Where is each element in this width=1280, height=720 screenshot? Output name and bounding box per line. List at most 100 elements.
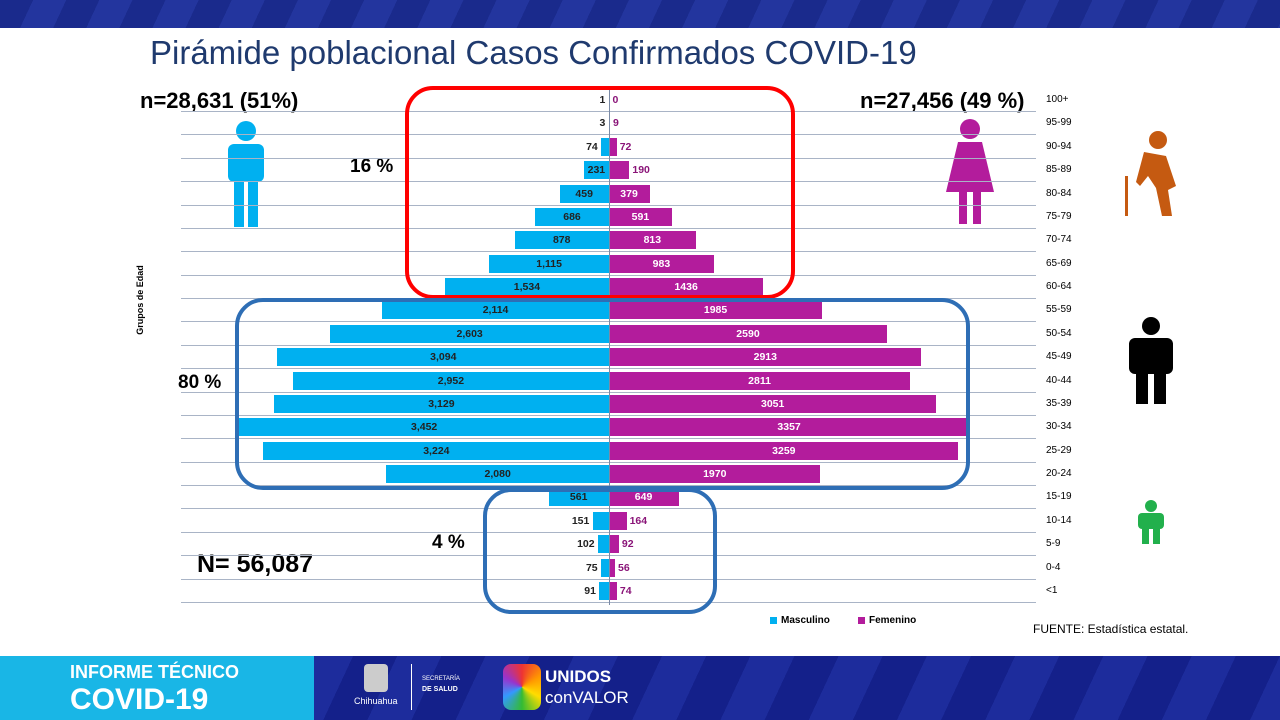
gridline <box>181 368 1036 370</box>
footer-banner: INFORME TÉCNICO COVID-19 Chihuahua SECRE… <box>0 656 1280 720</box>
grand-total: N= 56,087 <box>197 550 314 578</box>
dept-line1: SECRETARÍA <box>422 676 460 682</box>
gridline <box>181 134 1036 136</box>
divider <box>411 664 412 710</box>
bar-male <box>584 161 609 180</box>
bar-female <box>609 137 617 156</box>
pct-old: 16 % <box>350 156 394 177</box>
bar-female <box>609 394 937 413</box>
bar-male <box>535 207 609 226</box>
age-tick-label: 25-29 <box>1046 444 1072 456</box>
gridline <box>181 251 1036 253</box>
bar-male <box>559 184 609 203</box>
y-axis-label: Grupos de Edad <box>135 265 145 335</box>
data-label-female: 56 <box>618 561 630 574</box>
slogan-line2: conVALOR <box>545 688 629 707</box>
gridline <box>181 391 1036 393</box>
data-label-female: 2590 <box>736 327 760 340</box>
report-badge: INFORME TÉCNICO COVID-19 <box>0 656 314 720</box>
age-tick-label: 5-9 <box>1046 538 1061 550</box>
data-label-male: 686 <box>563 210 581 223</box>
bar-male <box>514 231 609 250</box>
bar-female <box>609 278 763 297</box>
bar-female <box>609 535 619 554</box>
age-tick-label: 20-24 <box>1046 468 1072 480</box>
data-label-female: 0 <box>612 94 619 106</box>
age-tick-label: 35-39 <box>1046 397 1072 409</box>
female-person-icon <box>946 119 994 224</box>
gridline <box>181 157 1036 159</box>
bar-female <box>609 511 627 530</box>
data-label-female: 92 <box>621 538 634 551</box>
legend-label-female: Femenino <box>869 615 917 626</box>
data-label-female: 1436 <box>674 281 698 294</box>
age-tick-label: 90-94 <box>1046 140 1072 152</box>
age-tick-label: 10-14 <box>1046 514 1072 526</box>
data-label-male: 3,129 <box>428 397 455 410</box>
gridline <box>181 111 1036 112</box>
data-label-female: 983 <box>652 257 671 270</box>
bar-female <box>609 488 679 507</box>
data-label-female: 3259 <box>772 444 796 457</box>
bar-male <box>600 558 609 577</box>
legend-swatch-male <box>770 617 777 624</box>
age-tick-label: 55-59 <box>1046 304 1072 316</box>
gridline <box>181 578 1036 580</box>
data-label-female: 190 <box>632 164 650 177</box>
data-label-male: 151 <box>571 514 590 527</box>
data-label-male: 1 <box>599 94 606 106</box>
gridline <box>181 204 1036 206</box>
bar-female <box>609 231 697 250</box>
data-label-female: 9 <box>612 117 619 130</box>
pct-adult: 80 % <box>178 372 222 393</box>
data-label-female: 3051 <box>761 397 785 410</box>
age-tick-label: 0-4 <box>1046 561 1061 573</box>
data-label-male: 3,224 <box>423 444 450 457</box>
data-label-male: 3,094 <box>430 351 457 364</box>
data-label-male: 2,603 <box>456 327 483 340</box>
bar-female <box>609 441 959 460</box>
data-label-female: 2913 <box>753 351 777 364</box>
bar-male <box>592 511 609 530</box>
age-tick-label: 80-84 <box>1046 187 1072 199</box>
data-label-female: 3357 <box>777 421 801 434</box>
age-tick-label: 30-34 <box>1046 421 1072 433</box>
bar-male <box>263 441 609 460</box>
bar-female <box>609 324 887 343</box>
data-label-male: 1,115 <box>536 257 562 270</box>
bar-female <box>609 301 822 320</box>
state-name: Chihuahua <box>354 696 398 706</box>
data-label-male: 102 <box>577 538 595 551</box>
data-label-female: 649 <box>634 491 653 504</box>
bar-male <box>444 278 609 297</box>
bar-male <box>608 114 609 133</box>
bar-male <box>382 301 609 320</box>
bar-male <box>598 535 609 554</box>
age-group-box-old <box>405 86 795 299</box>
bar-female <box>609 371 911 390</box>
bar-female <box>609 161 630 180</box>
adult-person-icon <box>1129 317 1173 404</box>
male-total: n=28,631 (51%) <box>140 88 299 113</box>
gridline <box>181 531 1036 533</box>
bar-male <box>489 254 609 273</box>
data-label-male: 1,534 <box>513 281 541 294</box>
data-label-male: 231 <box>587 164 606 177</box>
legend-label-male: Masculino <box>781 615 830 626</box>
bar-male <box>239 418 609 437</box>
data-label-male: 459 <box>575 187 593 200</box>
data-label-female: 813 <box>643 234 662 247</box>
bar-male <box>599 581 609 600</box>
data-label-female: 2811 <box>748 374 771 387</box>
gridline <box>181 508 1036 510</box>
bar-male <box>277 348 609 367</box>
source-note: FUENTE: Estadística estatal. <box>1033 622 1189 636</box>
data-label-female: 379 <box>620 187 638 200</box>
male-person-icon <box>228 121 264 227</box>
data-label-male: 74 <box>586 140 598 153</box>
data-label-male: 91 <box>584 584 596 597</box>
data-label-male: 878 <box>552 234 571 247</box>
data-label-male: 75 <box>585 561 598 574</box>
female-total: n=27,456 (49 %) <box>860 88 1025 113</box>
legend-swatch-female <box>858 617 865 624</box>
